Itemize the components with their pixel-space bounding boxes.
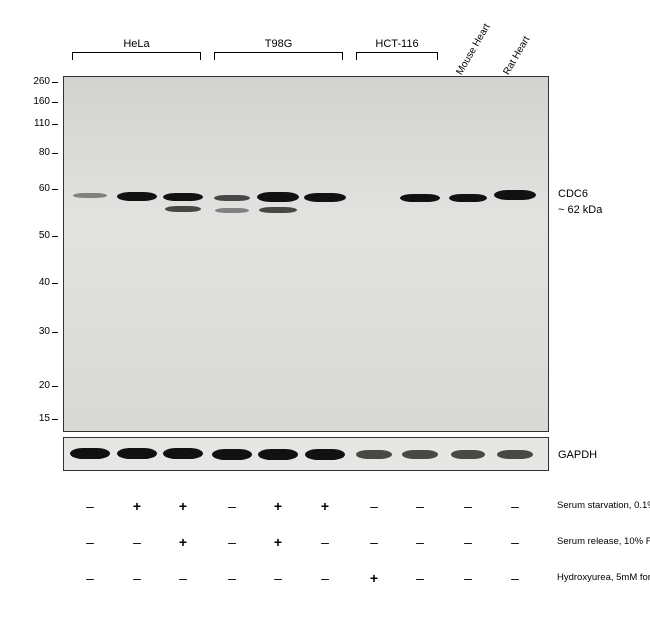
lane-group-label: HCT-116	[375, 38, 418, 50]
treatment-mark: –	[133, 570, 141, 586]
band-cdc6	[259, 207, 297, 213]
band-cdc6	[215, 208, 249, 213]
treatment-label: Serum starvation, 0.1% FBS for 72 hr	[557, 500, 650, 511]
treatment-mark: +	[274, 498, 282, 514]
mw-marker: 20	[26, 380, 50, 391]
treatment-mark: –	[133, 534, 141, 550]
lane-group-bracket	[356, 52, 438, 60]
treatment-mark: –	[370, 534, 378, 550]
mw-marker: 50	[26, 230, 50, 241]
treatment-mark: +	[274, 534, 282, 550]
mw-marker: 80	[26, 147, 50, 158]
treatment-mark: –	[86, 534, 94, 550]
band-gapdh	[356, 450, 392, 459]
band-cdc6	[494, 190, 536, 200]
mw-marker: 60	[26, 183, 50, 194]
band-cdc6	[165, 206, 201, 212]
treatment-mark: –	[228, 570, 236, 586]
treatment-mark: +	[179, 498, 187, 514]
lane-group-label: HeLa	[123, 38, 149, 50]
western-blot-figure: HeLa T98G HCT-116 Mouse Heart Rat Heart 260 16…	[0, 0, 650, 623]
band-gapdh	[70, 448, 110, 459]
treatment-mark: –	[511, 498, 519, 514]
lane-group-bracket	[72, 52, 201, 60]
band-gapdh	[163, 448, 203, 459]
treatment-mark: +	[133, 498, 141, 514]
treatment-mark: +	[179, 534, 187, 550]
treatment-mark: –	[416, 570, 424, 586]
treatment-mark: –	[321, 534, 329, 550]
treatment-label: Hydroxyurea, 5mM for 3 hr	[557, 572, 650, 583]
lane-label-tissue: Rat Heart	[501, 34, 532, 77]
treatment-label: Serum release, 10% FBS for 20 hr	[557, 536, 650, 547]
treatment-mark: +	[370, 570, 378, 586]
band-gapdh	[305, 449, 345, 460]
treatment-mark: –	[179, 570, 187, 586]
band-cdc6	[257, 192, 299, 202]
band-gapdh	[497, 450, 533, 459]
mw-marker: 30	[26, 326, 50, 337]
mw-marker: 40	[26, 277, 50, 288]
treatment-mark: –	[86, 570, 94, 586]
protein-label: ~ 62 kDa	[558, 204, 602, 216]
band-cdc6	[214, 195, 250, 201]
band-gapdh	[212, 449, 252, 460]
mw-marker: 260	[26, 76, 50, 87]
mw-marker: 15	[26, 413, 50, 424]
band-cdc6	[117, 192, 157, 201]
treatment-mark: –	[464, 570, 472, 586]
band-gapdh	[402, 450, 438, 459]
band-cdc6	[163, 193, 203, 201]
band-gapdh	[258, 449, 298, 460]
protein-label: GAPDH	[558, 449, 597, 461]
treatment-mark: –	[86, 498, 94, 514]
treatment-mark: –	[464, 498, 472, 514]
treatment-mark: –	[274, 570, 282, 586]
mw-marker: 110	[26, 118, 50, 129]
protein-label: CDC6	[558, 188, 588, 200]
treatment-mark: –	[464, 534, 472, 550]
lane-group-bracket	[214, 52, 343, 60]
treatment-mark: –	[321, 570, 329, 586]
mw-marker: 160	[26, 96, 50, 107]
treatment-mark: –	[511, 570, 519, 586]
blot-panel-main	[63, 76, 549, 432]
band-gapdh	[117, 448, 157, 459]
treatment-mark: –	[416, 498, 424, 514]
band-cdc6	[73, 193, 107, 198]
band-cdc6	[304, 193, 346, 202]
band-cdc6	[400, 194, 440, 202]
treatment-mark: –	[511, 534, 519, 550]
band-gapdh	[451, 450, 485, 459]
treatment-mark: –	[370, 498, 378, 514]
lane-label-tissue: Mouse Heart	[454, 22, 492, 77]
treatment-mark: –	[416, 534, 424, 550]
lane-group-label: T98G	[265, 38, 293, 50]
treatment-mark: –	[228, 534, 236, 550]
treatment-mark: +	[321, 498, 329, 514]
treatment-mark: –	[228, 498, 236, 514]
band-cdc6	[449, 194, 487, 202]
